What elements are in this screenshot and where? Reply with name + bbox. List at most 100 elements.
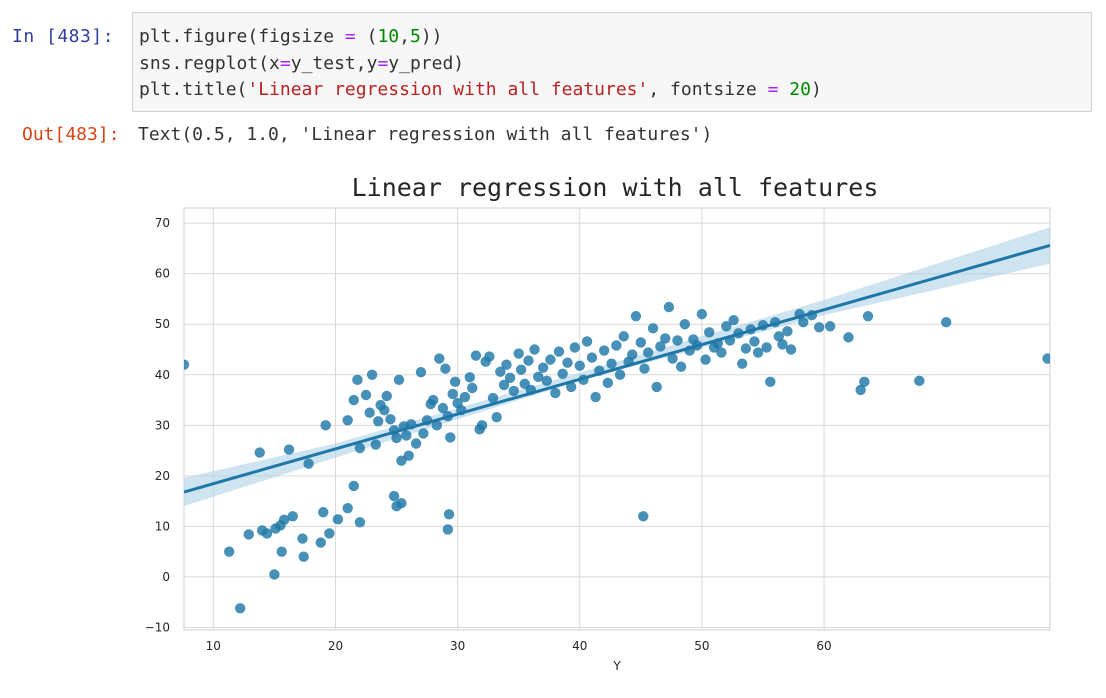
code-token: = <box>767 79 779 100</box>
data-point <box>940 317 952 328</box>
output-prompt: Out[483]: <box>22 124 120 145</box>
data-point <box>434 353 445 364</box>
data-point <box>393 374 405 386</box>
data-point <box>513 348 524 359</box>
code-token: )) <box>420 26 443 47</box>
data-point <box>379 404 390 416</box>
data-point <box>381 390 392 402</box>
data-point <box>283 444 295 455</box>
data-point <box>843 332 854 343</box>
y-tick-label: −10 <box>145 620 170 634</box>
data-point <box>354 517 366 528</box>
chart-title: Linear regression with all features <box>352 173 879 202</box>
data-point <box>401 430 412 441</box>
data-point <box>498 379 510 391</box>
data-point <box>602 377 614 389</box>
data-point <box>484 351 495 362</box>
data-point <box>862 310 874 322</box>
code-editor[interactable]: plt.figure(figsize = (10,5)) sns.regplot(… <box>132 12 1092 112</box>
code-token: 20 <box>789 79 811 100</box>
data-point <box>581 336 593 347</box>
data-point <box>487 392 499 404</box>
data-point <box>639 363 650 374</box>
data-point <box>364 407 375 418</box>
data-point <box>315 537 327 548</box>
data-point <box>533 371 544 382</box>
data-point <box>824 321 836 332</box>
data-point <box>370 439 381 450</box>
data-point <box>504 372 516 384</box>
data-point <box>586 352 598 363</box>
data-point <box>638 511 649 522</box>
x-tick-label: 40 <box>572 639 587 653</box>
output-cell: Out[483]: Text(0.5, 1.0, 'Linear regress… <box>0 122 1106 152</box>
x-axis-label: Y <box>612 659 621 673</box>
y-tick-label: 0 <box>162 570 170 584</box>
data-point <box>352 374 363 386</box>
x-tick-label: 20 <box>328 639 343 653</box>
data-point <box>672 335 683 346</box>
data-point <box>324 528 335 539</box>
data-point <box>243 529 254 540</box>
data-point <box>696 308 708 320</box>
data-point <box>537 362 549 373</box>
data-point <box>716 347 727 358</box>
data-point <box>491 412 502 423</box>
code-token: plt.figure(figsize <box>139 26 345 47</box>
data-point <box>523 355 534 366</box>
y-tick-label: 70 <box>155 216 170 230</box>
data-point <box>431 420 443 431</box>
data-point <box>427 394 439 406</box>
code-token: = <box>279 52 291 74</box>
data-point <box>675 361 687 372</box>
data-point <box>476 420 488 431</box>
data-point <box>721 321 732 332</box>
data-point <box>704 327 715 338</box>
data-point <box>765 376 776 388</box>
data-point <box>752 347 764 358</box>
data-point <box>598 345 610 356</box>
data-point <box>396 497 407 509</box>
code-token: y_test,y <box>290 52 378 74</box>
code-line: plt.figure(figsize = (10,5)) <box>139 24 1091 51</box>
data-point <box>391 432 402 444</box>
code-token <box>778 79 789 100</box>
data-point <box>459 391 471 403</box>
data-point <box>679 319 690 330</box>
data-point <box>418 428 429 439</box>
data-point <box>914 375 925 387</box>
data-point <box>574 360 585 371</box>
data-point <box>366 369 378 380</box>
data-point <box>342 415 353 426</box>
x-tick-label: 10 <box>206 639 221 653</box>
code-token: ) <box>810 79 822 100</box>
code-token: , fontsize <box>648 79 768 100</box>
data-point <box>1042 353 1050 364</box>
data-point <box>373 416 384 427</box>
data-point <box>445 432 456 443</box>
data-point <box>655 341 666 352</box>
data-point <box>495 366 506 377</box>
code-token: ( <box>355 26 378 47</box>
data-point <box>785 344 797 355</box>
data-point <box>447 388 458 400</box>
code-line: plt.title('Linear regression with all fe… <box>139 77 1091 104</box>
data-point <box>278 514 290 526</box>
code-token: 'Linear regression with all features' <box>247 79 649 100</box>
data-point <box>749 336 760 347</box>
data-point <box>728 314 739 326</box>
data-point <box>590 391 601 403</box>
data-point <box>663 301 675 313</box>
data-point <box>318 507 329 518</box>
data-point <box>320 420 331 431</box>
data-point <box>223 546 235 557</box>
data-point <box>332 514 344 525</box>
data-point <box>761 342 772 353</box>
code-token: sns.regplot(x <box>139 52 280 74</box>
data-point <box>501 359 512 370</box>
data-point <box>276 546 287 557</box>
data-point <box>700 354 711 365</box>
data-point <box>403 450 414 461</box>
data-point <box>396 455 407 466</box>
code-token: 5 <box>409 26 421 47</box>
